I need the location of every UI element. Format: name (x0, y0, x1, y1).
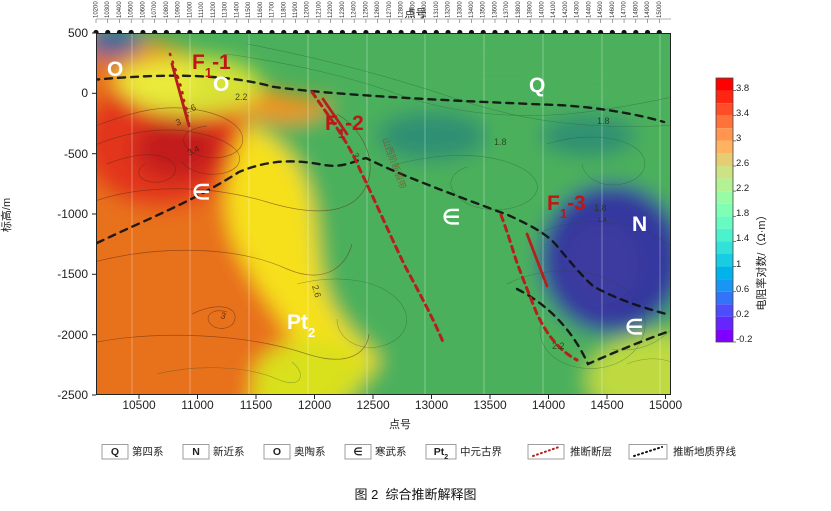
svg-text:0.2: 0.2 (736, 309, 749, 320)
svg-text:∈: ∈ (353, 446, 362, 458)
svg-text:1: 1 (736, 259, 741, 270)
svg-text:2.2: 2.2 (736, 183, 749, 194)
svg-text:推断地质界线: 推断地质界线 (673, 445, 736, 458)
svg-text:奥陶系: 奥陶系 (294, 445, 326, 458)
svg-text:寒武系: 寒武系 (375, 445, 407, 458)
svg-text:新近系: 新近系 (213, 445, 245, 458)
svg-text:Q: Q (111, 446, 119, 458)
svg-text:3.4: 3.4 (736, 108, 749, 119)
svg-text:第四系: 第四系 (132, 445, 164, 458)
svg-text:推断断层: 推断断层 (570, 445, 612, 458)
svg-text:N: N (192, 446, 200, 458)
svg-text:2.6: 2.6 (736, 158, 749, 169)
svg-text:1.4: 1.4 (736, 233, 749, 244)
svg-text:O: O (273, 446, 281, 458)
svg-text:3: 3 (736, 133, 741, 144)
svg-text:中元古界: 中元古界 (460, 445, 502, 458)
svg-text:0.6: 0.6 (736, 284, 749, 295)
svg-text:3.8: 3.8 (736, 83, 749, 94)
svg-text:1.8: 1.8 (736, 208, 749, 219)
svg-text:电阻率对数/（Ω·m）: 电阻率对数/（Ω·m） (754, 209, 768, 310)
svg-text:-0.2: -0.2 (736, 334, 752, 345)
